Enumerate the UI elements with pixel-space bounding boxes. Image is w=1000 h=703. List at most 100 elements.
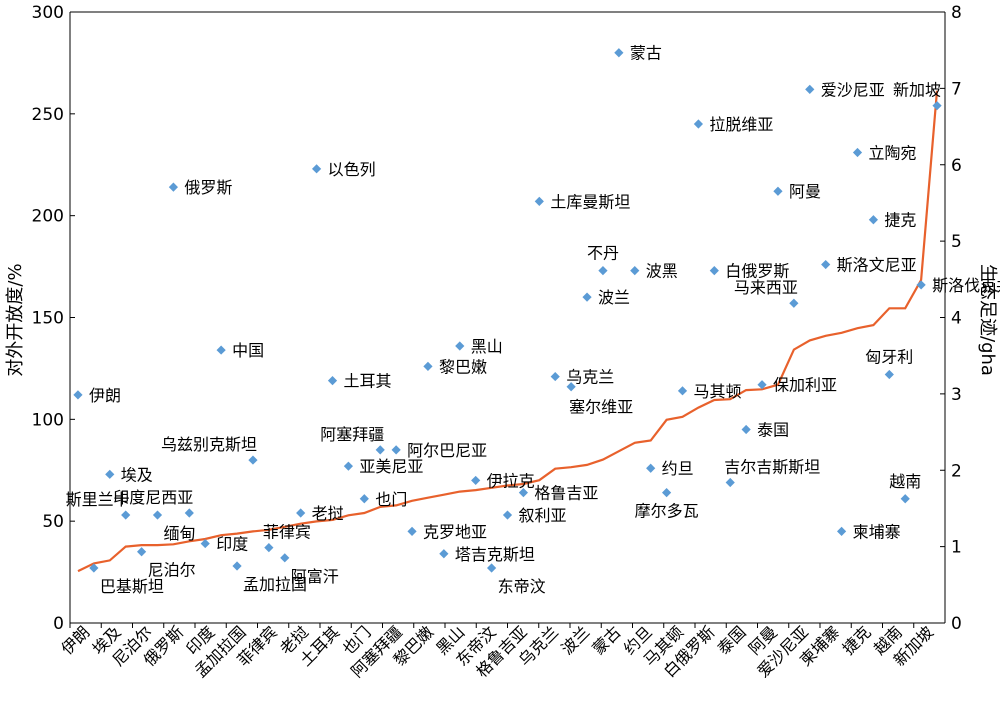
openness-point-layer: [73, 48, 942, 573]
openness-point: [136, 547, 147, 557]
openness-point: [836, 526, 847, 536]
openness-point: [582, 292, 592, 302]
openness-point: [311, 164, 322, 174]
openness-point: [550, 371, 560, 382]
point-label: 印度: [216, 535, 248, 554]
point-label: 越南: [889, 472, 921, 491]
point-label: 斯洛伐克共和国: [932, 276, 1000, 295]
point-label: 亚美尼亚: [359, 457, 423, 476]
openness-point: [868, 215, 879, 225]
point-label: 缅甸: [164, 524, 196, 543]
openness-point: [471, 475, 481, 486]
openness-point: [73, 390, 83, 400]
openness-point: [280, 553, 290, 563]
y-left-tick-label: 0: [53, 614, 64, 634]
point-label: 波兰: [598, 288, 630, 307]
point-label: 孟加拉国: [243, 575, 307, 594]
openness-point: [789, 298, 799, 308]
openness-point: [121, 510, 131, 520]
openness-point: [932, 101, 942, 111]
y-axis-left-title: 对外开放度/%: [5, 263, 26, 376]
openness-point: [661, 488, 672, 498]
point-label: 蒙古: [630, 44, 662, 63]
openness-point: [168, 182, 179, 192]
point-label: 叙利亚: [519, 506, 567, 525]
openness-point: [693, 119, 704, 129]
point-label: 伊拉克: [487, 471, 535, 490]
openness-point: [741, 424, 751, 435]
openness-point: [232, 561, 242, 571]
point-label: 塔吉克斯坦: [455, 545, 535, 564]
y-right-tick-label: 0: [951, 614, 962, 634]
point-label: 印度尼西亚: [113, 488, 193, 507]
y-right-tick-label: 5: [951, 232, 962, 252]
openness-point: [916, 280, 926, 290]
point-label: 俄罗斯: [184, 178, 232, 197]
point-label: 马来西亚: [734, 278, 798, 297]
y-right-tick-label: 6: [951, 156, 962, 176]
point-label: 东帝汶: [498, 577, 546, 596]
point-label: 巴基斯坦: [100, 577, 164, 596]
y-right-tick-label: 4: [951, 309, 962, 329]
openness-point: [264, 543, 274, 553]
y-left-tick-label: 300: [32, 3, 64, 23]
point-label: 土耳其: [344, 372, 392, 391]
openness-point: [773, 186, 783, 196]
point-label: 塞尔维亚: [569, 398, 633, 417]
openness-point: [359, 494, 369, 504]
y-right-tick-label: 3: [951, 385, 962, 405]
openness-point: [327, 376, 338, 386]
footprint-line: [77, 90, 939, 573]
point-label: 阿尔巴尼亚: [407, 441, 487, 460]
point-label: 斯洛文尼亚: [837, 256, 917, 275]
point-label: 阿塞拜疆: [320, 425, 384, 444]
y-left-tick-label: 100: [32, 410, 64, 430]
openness-point: [248, 455, 258, 465]
y-left-tick-label: 150: [32, 309, 64, 329]
footprint-line-layer: [77, 90, 939, 573]
point-label: 波黑: [646, 262, 678, 281]
openness-point: [439, 549, 449, 559]
point-label: 乌克兰: [566, 368, 614, 387]
point-label: 柬埔寨: [853, 522, 901, 541]
point-label: 捷克: [884, 211, 916, 230]
point-label: 不丹: [587, 244, 619, 263]
openness-point: [518, 488, 529, 498]
point-label: 黑山: [471, 337, 503, 356]
point-label: 爱沙尼亚: [821, 80, 885, 99]
openness-point: [152, 510, 163, 520]
y-right-tick-label: 2: [951, 461, 962, 481]
point-label: 马其顿: [694, 382, 742, 401]
openness-point: [534, 196, 544, 207]
y-axis-right-title: 生态足迹/gha: [977, 264, 998, 376]
point-label: 立陶宛: [869, 144, 917, 163]
point-label: 老挝: [312, 504, 344, 523]
openness-point: [343, 461, 354, 471]
openness-point: [296, 508, 306, 518]
point-label: 格鲁吉亚: [534, 484, 598, 503]
y-right-tick-label: 8: [951, 3, 962, 23]
openness-point: [598, 266, 608, 276]
y-right-tick-label: 1: [951, 538, 962, 558]
point-label: 拉脱维亚: [709, 115, 773, 134]
openness-point: [502, 510, 513, 520]
point-label: 白俄罗斯: [725, 262, 789, 281]
point-label: 也门: [375, 490, 407, 509]
openness-point: [184, 508, 194, 518]
y-right-tick-label: 7: [951, 79, 962, 99]
openness-point: [852, 147, 863, 158]
y-left-tick-label: 200: [32, 207, 64, 227]
openness-point: [630, 266, 640, 276]
openness-point: [407, 526, 417, 536]
y-left-tick-label: 250: [32, 105, 64, 125]
point-label: 阿富汗: [291, 567, 339, 586]
openness-point: [884, 369, 894, 380]
point-label: 匈牙利: [865, 348, 913, 367]
point-label: 以色列: [328, 160, 376, 179]
openness-point: [455, 341, 465, 351]
openness-point: [646, 463, 656, 473]
point-label: 摩尔多瓦: [635, 502, 699, 521]
openness-point: [900, 494, 910, 504]
point-label: 黎巴嫩: [439, 357, 487, 376]
openness-point: [89, 563, 99, 573]
